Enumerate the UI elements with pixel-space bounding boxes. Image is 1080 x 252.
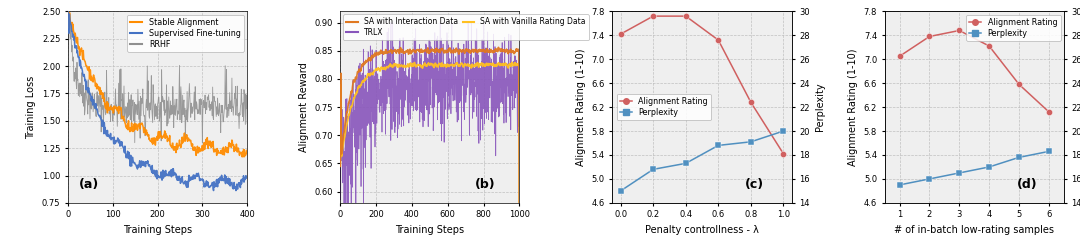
Text: (d): (d) bbox=[1017, 178, 1038, 191]
Legend: Alignment Rating, Perplexity: Alignment Rating, Perplexity bbox=[966, 15, 1061, 41]
Y-axis label: Alignment Reward: Alignment Reward bbox=[298, 62, 309, 152]
Legend: SA with Interaction Data, TRLX, SA with Vanilla Rating Data, : SA with Interaction Data, TRLX, SA with … bbox=[343, 14, 589, 40]
Legend: Alignment Rating, Perplexity: Alignment Rating, Perplexity bbox=[617, 94, 711, 120]
Y-axis label: Alignment Rating (1-10): Alignment Rating (1-10) bbox=[848, 48, 859, 166]
Legend: Stable Alignment, Supervised Fine-tuning, RRHF: Stable Alignment, Supervised Fine-tuning… bbox=[127, 15, 244, 52]
X-axis label: # of in-batch low-rating samples: # of in-batch low-rating samples bbox=[894, 225, 1054, 235]
X-axis label: Training Steps: Training Steps bbox=[395, 225, 464, 235]
X-axis label: Penalty controllness - λ: Penalty controllness - λ bbox=[645, 225, 759, 235]
Y-axis label: Training Loss: Training Loss bbox=[26, 76, 37, 139]
Text: (b): (b) bbox=[474, 178, 496, 191]
X-axis label: Training Steps: Training Steps bbox=[123, 225, 192, 235]
Text: (c): (c) bbox=[745, 178, 765, 191]
Y-axis label: Perplexity: Perplexity bbox=[815, 83, 825, 131]
Text: (a): (a) bbox=[79, 178, 99, 191]
Y-axis label: Alignment Rating (1-10): Alignment Rating (1-10) bbox=[576, 48, 586, 166]
